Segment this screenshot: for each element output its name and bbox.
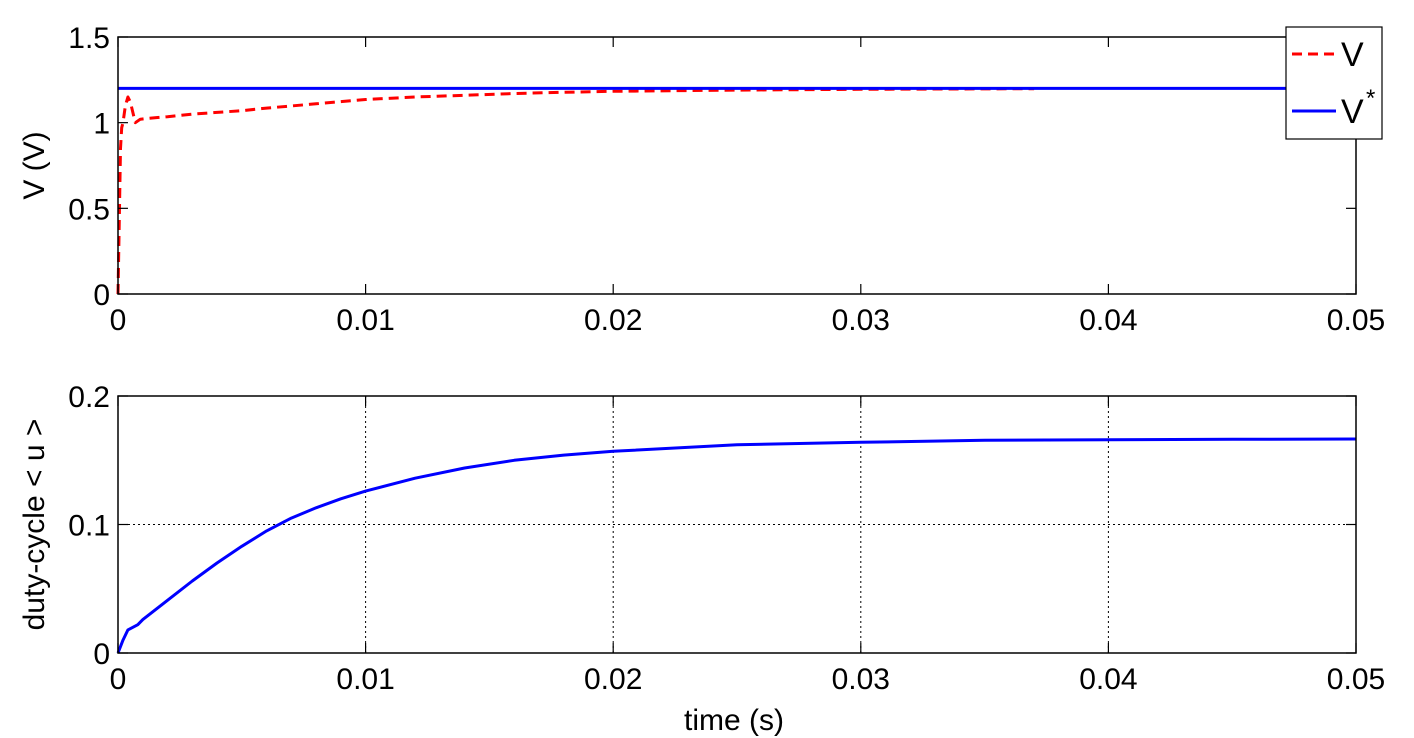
y-axis-label: V (V) xyxy=(18,131,51,199)
y-tick-label: 0 xyxy=(93,279,110,312)
legend-label: V xyxy=(1341,93,1364,131)
legend: VV * xyxy=(1285,26,1383,140)
y-tick-label: 1.5 xyxy=(68,22,110,55)
series-line-1 xyxy=(116,437,1357,654)
y-axis-label: duty-cycle < u > xyxy=(18,419,51,631)
legend-box xyxy=(1285,26,1383,140)
x-tick-label: 0.02 xyxy=(584,304,642,337)
y-tick-label: 0.5 xyxy=(68,193,110,226)
legend-label: V xyxy=(1341,36,1364,74)
x-tick-label: 0.01 xyxy=(336,304,394,337)
subplot-1: 0 0.01 0.02 0.03 0.04 0.05 0 0.5 1 1.5 V (V) VV * xyxy=(18,22,1385,337)
y-tick-label: 0 xyxy=(93,638,110,671)
y-tick-label: 1 xyxy=(93,108,110,141)
y-tick-label: 0.2 xyxy=(68,381,110,414)
x-tick-label: 0.04 xyxy=(1079,304,1137,337)
axes-frame xyxy=(117,36,1357,295)
x-tick-label: 0.05 xyxy=(1327,663,1385,696)
x-tick-label: 0.04 xyxy=(1079,663,1137,696)
x-tick-label: 0.03 xyxy=(832,663,890,696)
plot-area xyxy=(118,37,1356,294)
y-tick-label: 0.1 xyxy=(68,510,110,543)
x-tick-label: 0.01 xyxy=(336,663,394,696)
series-line-1 xyxy=(116,87,1035,295)
x-tick-label: 0 xyxy=(110,304,127,337)
x-tick-label: 0 xyxy=(110,663,127,696)
x-tick-label: 0.05 xyxy=(1327,304,1385,337)
legend-label-superscript: * xyxy=(1366,85,1375,112)
subplot-2: 0 0.01 0.02 0.03 0.04 0.05 0 0.1 0.2 duty-cycle <… xyxy=(18,381,1385,737)
x-axis-label: time (s) xyxy=(684,704,784,737)
x-tick-label: 0.03 xyxy=(832,304,890,337)
x-tick-label: 0.02 xyxy=(584,663,642,696)
